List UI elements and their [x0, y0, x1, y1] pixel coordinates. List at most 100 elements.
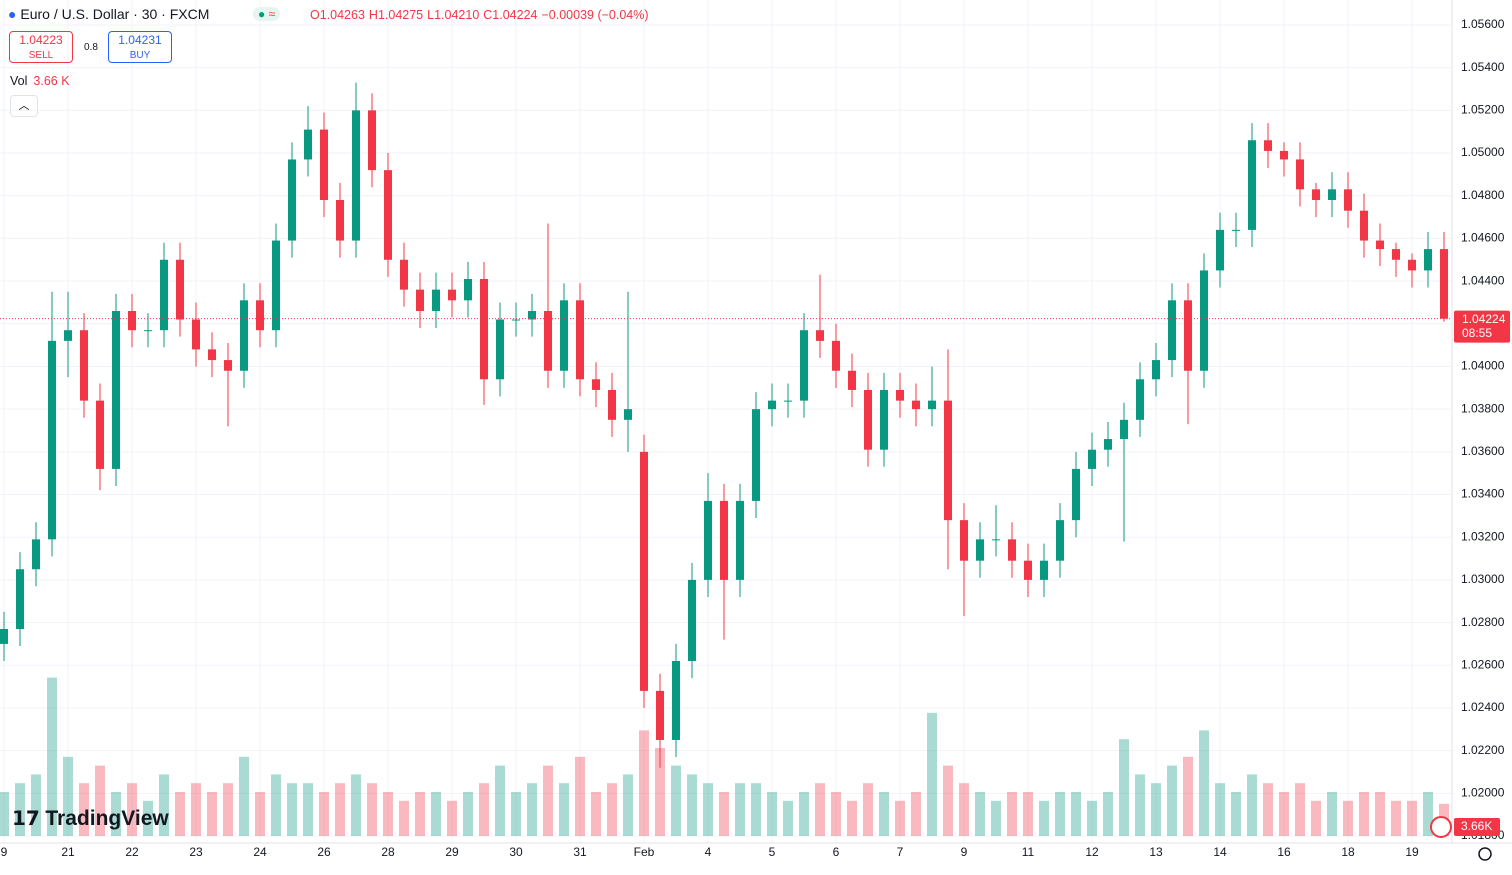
volume-bar [287, 783, 297, 836]
collapse-button[interactable]: ︿ [10, 95, 38, 117]
candle-body [784, 400, 792, 402]
x-tick-label: 4 [705, 845, 712, 859]
y-tick-label: 1.05200 [1461, 103, 1505, 117]
volume-bar [1423, 792, 1433, 836]
candle-body [528, 310, 536, 320]
close-text: C1.04224 [483, 8, 538, 22]
volume-bar [735, 783, 745, 836]
candle-body [992, 539, 1000, 541]
candle-body [704, 500, 712, 580]
candle-body [272, 240, 280, 331]
candle-body [112, 310, 120, 469]
candle-body [928, 400, 936, 410]
candle-body [1264, 140, 1272, 151]
volume-bar [1359, 792, 1369, 836]
volume-bar [415, 792, 425, 836]
volume-bar [223, 783, 233, 836]
vol-value: 3.66 K [33, 74, 70, 88]
volume-bar [991, 800, 1001, 836]
candle-body [576, 300, 584, 380]
volume-bar [159, 774, 169, 836]
candle-body [176, 259, 184, 320]
y-tick-label: 1.04600 [1461, 231, 1505, 245]
volume-bar [15, 783, 25, 836]
volume-bar [207, 792, 217, 836]
candle-body [1440, 249, 1448, 319]
volume-bar [1135, 774, 1145, 836]
candle-body [1072, 468, 1080, 521]
x-tick-label: 30 [509, 845, 523, 859]
x-tick-label: 11 [1022, 845, 1035, 859]
volume-bar [47, 677, 57, 836]
candle-body [64, 330, 72, 341]
x-tick-label: 5 [769, 845, 776, 859]
candle-body [304, 129, 312, 160]
buy-label: BUY [129, 50, 151, 61]
volume-bar [143, 800, 153, 836]
y-tick-label: 1.05000 [1461, 145, 1505, 159]
candle-body [592, 379, 600, 390]
candle-body [736, 500, 744, 580]
volume-bar [975, 792, 985, 836]
candle-body [672, 660, 680, 740]
y-tick-label: 1.03800 [1461, 401, 1505, 415]
logo-text: TradingView [45, 807, 169, 830]
candle-body [1120, 419, 1128, 440]
volume-bar [1263, 783, 1273, 836]
volume-bar [959, 783, 969, 836]
status-badge[interactable]: ● ≈ [253, 7, 281, 21]
candle-body [864, 389, 872, 450]
x-tick-label: 18 [1341, 845, 1355, 859]
candle-body [192, 319, 200, 350]
candle-body [448, 289, 456, 301]
candle-body [640, 451, 648, 691]
x-tick-label: 19 [1405, 845, 1419, 859]
volume-bar [383, 792, 393, 836]
volume-bar [575, 756, 585, 836]
candle-body [1216, 229, 1224, 271]
volume-bar [655, 748, 665, 836]
volume-bar [351, 774, 361, 836]
volume-bar [511, 792, 521, 836]
volume-bar [1407, 800, 1417, 836]
volume-bar [0, 792, 9, 836]
x-tick-label: 26 [317, 845, 331, 859]
volume-bar [1215, 783, 1225, 836]
candle-body [768, 400, 776, 410]
candle-body [912, 400, 920, 410]
y-tick-label: 1.03600 [1461, 444, 1505, 458]
volume-bar [1055, 792, 1065, 836]
candle-body [1024, 560, 1032, 580]
candle-body [352, 110, 360, 241]
candle-body [160, 259, 168, 331]
candle-body [1232, 229, 1240, 231]
candle-body [208, 349, 216, 361]
volume-bar [1167, 765, 1177, 836]
candle-body [96, 400, 104, 469]
candle-body [1008, 539, 1016, 561]
volume-tag-label: 3.66K [1461, 819, 1492, 833]
volume-bar [303, 783, 313, 836]
open-text: O1.04263 [310, 8, 365, 22]
symbol-title[interactable]: ● Euro / U.S. Dollar · 30 · FXCM [8, 6, 210, 22]
volume-bar [1007, 792, 1017, 836]
volume-bar [1199, 730, 1209, 836]
volume-bar [831, 792, 841, 836]
candle-body [656, 690, 664, 740]
sell-button[interactable]: 1.04223 SELL [9, 31, 73, 63]
flag-icon [1430, 816, 1452, 838]
volume-bar [927, 712, 937, 836]
candle-body [976, 539, 984, 561]
volume-bar [591, 792, 601, 836]
candle-body [0, 628, 8, 644]
x-tick-label: 29 [445, 845, 459, 859]
buy-button[interactable]: 1.04231 BUY [108, 31, 172, 63]
x-tick-label: 23 [189, 845, 203, 859]
candle-body [560, 300, 568, 371]
volume-bar [559, 783, 569, 836]
candle-body [48, 340, 56, 540]
volume-bar [687, 774, 697, 836]
candle-body [224, 360, 232, 371]
x-tick-label: 9 [961, 845, 968, 859]
candle-body [544, 310, 552, 371]
